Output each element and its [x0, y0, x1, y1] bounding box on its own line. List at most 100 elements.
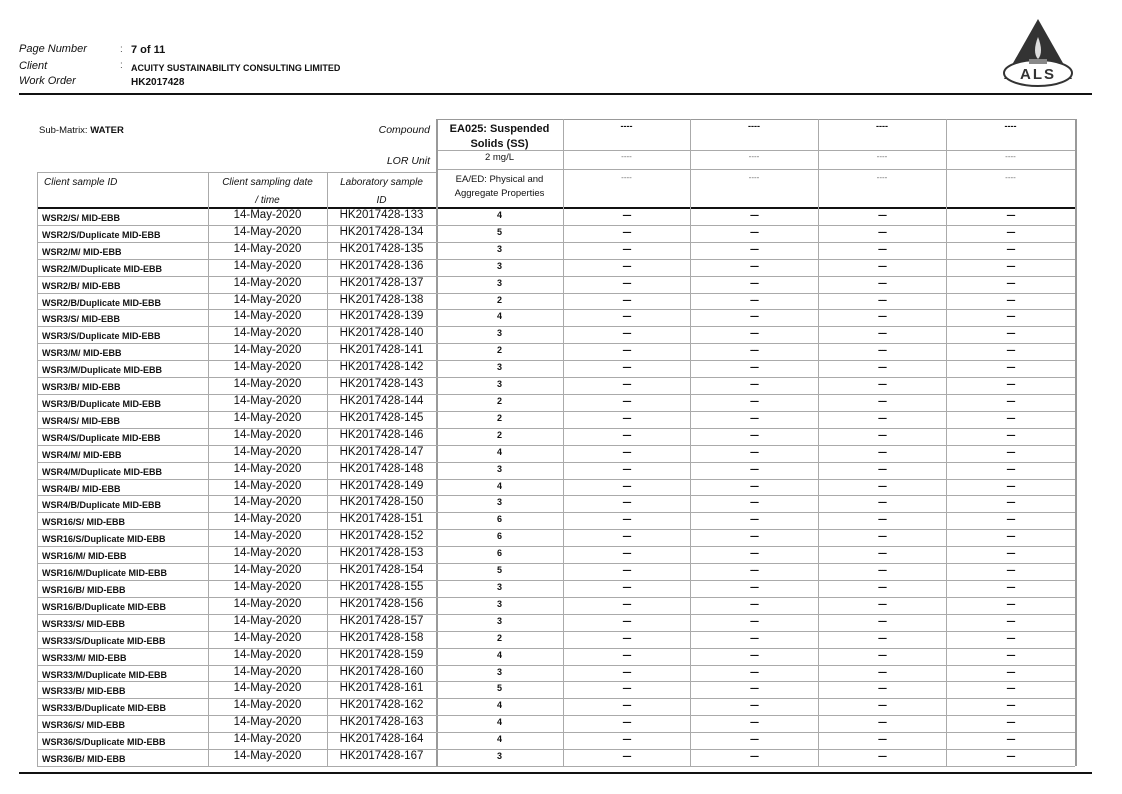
- sampling-date: 14-May-2020: [233, 445, 302, 458]
- empty-result: ----: [1006, 260, 1016, 271]
- empty-result: ----: [878, 666, 887, 677]
- empty-result: ----: [750, 683, 759, 694]
- lab-sample-id: HK2017428-151: [339, 513, 424, 526]
- method-group: EA/ED: Physical and Aggregate Properties: [454, 174, 545, 199]
- empty-result: ----: [622, 446, 632, 457]
- lab-sample-id: HK2017428-145: [339, 411, 424, 424]
- empty-result: ----: [622, 683, 632, 694]
- empty-result: ----: [750, 700, 759, 711]
- empty-result: ----: [1006, 480, 1016, 491]
- empty-result: ----: [622, 480, 632, 491]
- sampling-date: 14-May-2020: [233, 733, 302, 746]
- empty-result: ----: [878, 615, 887, 626]
- empty-result: ----: [878, 751, 887, 762]
- client-sample-id: WSR2/M/Duplicate MID-EBB: [42, 263, 163, 274]
- empty-result: ----: [622, 717, 632, 728]
- lab-sample-id: HK2017428-163: [339, 716, 424, 729]
- empty-result: ----: [750, 463, 759, 474]
- empty-result: ----: [750, 328, 759, 339]
- suspended-solids-result: 3: [496, 497, 502, 508]
- lab-sample-id: HK2017428-135: [339, 242, 424, 255]
- empty-result: ----: [750, 277, 759, 288]
- empty-result: ----: [622, 598, 632, 609]
- empty-result: ----: [622, 565, 632, 576]
- client-sample-id: WSR33/S/Duplicate MID-EBB: [42, 635, 166, 646]
- row-divider: [37, 614, 1075, 615]
- empty-result: ----: [622, 751, 632, 762]
- client-sample-id: WSR4/S/ MID-EBB: [42, 415, 121, 426]
- empty-result: ----: [878, 446, 887, 457]
- empty-compound: ----: [876, 121, 888, 131]
- sampling-date: 14-May-2020: [233, 361, 302, 374]
- empty-result: ----: [750, 615, 759, 626]
- row-divider: [37, 512, 1075, 513]
- client-sample-id: WSR4/M/ MID-EBB: [42, 449, 122, 460]
- empty-result: ----: [750, 311, 759, 322]
- suspended-solids-result: 2: [496, 412, 502, 423]
- suspended-solids-result: 6: [496, 514, 502, 525]
- sampling-date: 14-May-2020: [233, 716, 302, 729]
- suspended-solids-result: 4: [496, 700, 502, 711]
- empty-result: ----: [622, 277, 632, 288]
- empty-result: ----: [878, 379, 887, 390]
- empty-result: ----: [1006, 446, 1016, 457]
- client-sample-id: WSR2/M/ MID-EBB: [42, 246, 122, 257]
- row-divider: [37, 580, 1075, 581]
- empty-result: ----: [878, 362, 887, 373]
- empty-result: ----: [878, 480, 887, 491]
- suspended-solids-result: 4: [496, 446, 502, 457]
- sampling-date: 14-May-2020: [233, 648, 302, 661]
- client-sample-id: WSR16/B/Duplicate MID-EBB: [42, 601, 167, 612]
- empty-result: ----: [622, 396, 632, 406]
- empty-compound: ----: [748, 121, 760, 131]
- empty-compound: ----: [620, 121, 633, 131]
- client-sample-id: WSR3/M/Duplicate MID-EBB: [42, 365, 163, 376]
- client-sample-id: WSR3/S/Duplicate MID-EBB: [42, 331, 161, 342]
- sub-matrix-label: Sub-Matrix:: [39, 125, 88, 136]
- empty-result: ----: [750, 362, 759, 373]
- empty-result: ----: [1006, 277, 1016, 288]
- empty-result: ----: [622, 294, 632, 305]
- empty-result: ----: [622, 497, 632, 508]
- logo-text: ALS: [1020, 66, 1056, 83]
- lab-sample-id: HK2017428-164: [339, 733, 424, 746]
- client-sample-id: WSR36/B/ MID-EBB: [42, 754, 126, 765]
- sampling-date: 14-May-2020: [233, 682, 302, 695]
- suspended-solids-result: 3: [496, 582, 502, 592]
- suspended-solids-result: 3: [496, 362, 502, 373]
- empty-result: ----: [878, 294, 887, 305]
- empty-result: ----: [878, 311, 887, 322]
- client-sample-id: WSR16/S/Duplicate MID-EBB: [42, 534, 166, 545]
- client-sample-id: WSR36/S/Duplicate MID-EBB: [42, 737, 166, 748]
- grid-line: [208, 172, 209, 766]
- row-divider: [37, 732, 1075, 733]
- empty-result: ----: [878, 734, 887, 745]
- client-sample-id: WSR2/S/ MID-EBB: [42, 213, 121, 223]
- row-divider: [37, 411, 1075, 412]
- lab-sample-id: HK2017428-133: [339, 209, 424, 221]
- lab-sample-id: HK2017428-158: [339, 631, 424, 644]
- empty-lor: ----: [1005, 152, 1016, 161]
- empty-result: ----: [1006, 615, 1016, 626]
- empty-result: ----: [878, 243, 887, 254]
- empty-result: ----: [878, 429, 887, 440]
- row-divider: [37, 749, 1075, 750]
- row-divider: [37, 360, 1075, 361]
- sampling-date: 14-May-2020: [233, 276, 302, 289]
- client-sample-id: WSR3/B/Duplicate MID-EBB: [42, 399, 162, 409]
- row-divider: [37, 428, 1075, 429]
- empty-result: ----: [750, 226, 759, 237]
- grid-line: [1075, 119, 1077, 766]
- empty-result: ----: [750, 514, 759, 525]
- client-sample-id: WSR36/S/ MID-EBB: [42, 720, 126, 731]
- empty-result: ----: [1006, 548, 1016, 559]
- empty-result: ----: [622, 243, 632, 254]
- row-divider: [37, 259, 1075, 260]
- suspended-solids-result: 3: [496, 243, 502, 254]
- suspended-solids-result: 3: [496, 328, 502, 339]
- footer-rule: [19, 772, 1092, 774]
- lab-sample-id: HK2017428-153: [339, 547, 424, 560]
- empty-result: ----: [750, 243, 759, 254]
- empty-result: ----: [622, 734, 632, 745]
- empty-result: ----: [750, 412, 759, 423]
